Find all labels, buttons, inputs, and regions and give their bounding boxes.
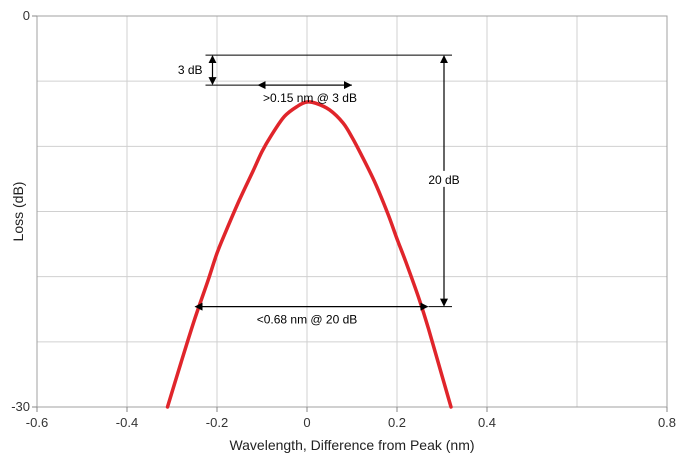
x-tick-label: 0.8 [658,415,676,430]
loss-curve-line [165,100,453,409]
y-tick-label: 0 [23,8,30,23]
twenty-db-label: 20 dB [428,173,459,187]
series-layer [165,100,453,409]
grid [37,16,667,407]
y-axis-label: Loss (dB) [10,182,26,242]
x-tick-label: -0.2 [206,415,228,430]
x-tick-label: 0.2 [388,415,406,430]
width-20db-label: <0.68 nm @ 20 dB [257,313,358,327]
x-tick-label: -0.4 [116,415,138,430]
twenty-db-label-background [424,170,464,187]
three-db-label: 3 dB [178,63,203,77]
x-axis-label: Wavelength, Difference from Peak (nm) [229,437,474,453]
axis-ticks: -0.6 -0.4 -0.2 0 0.2 0.4 0.8 0 -30 [11,8,676,430]
x-tick-label: 0 [303,415,310,430]
x-tick-label: 0.4 [478,415,496,430]
x-tick-label: -0.6 [26,415,48,430]
width-3db-label: >0.15 nm @ 3 dB [263,91,357,105]
y-tick-label: -30 [11,399,30,414]
plot-frame [36,15,668,408]
annotations: 3 dB >0.15 nm @ 3 dB 20 dB <0.68 nm @ 20 dB [178,54,464,327]
